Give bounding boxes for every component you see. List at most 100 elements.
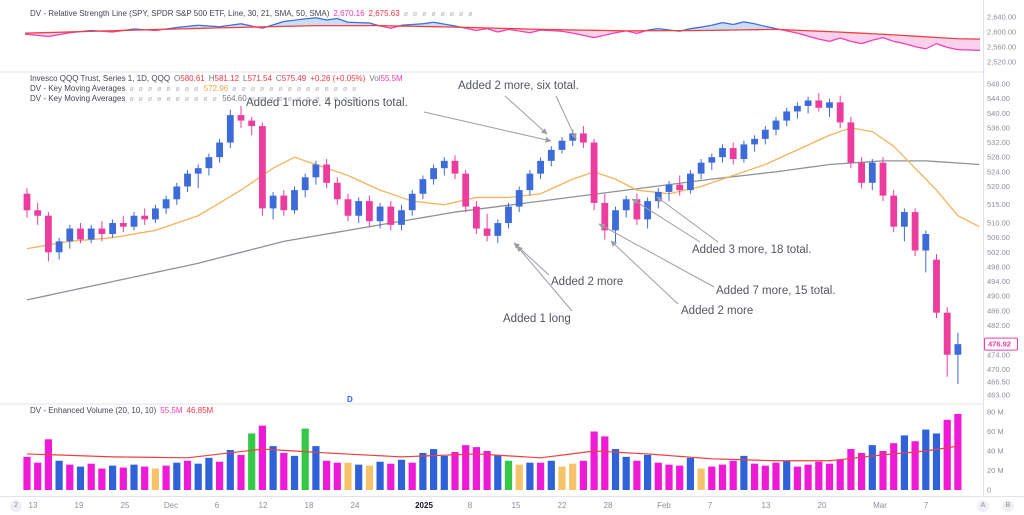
volume-bar[interactable] bbox=[23, 456, 31, 490]
volume-bar[interactable] bbox=[922, 429, 930, 490]
candle[interactable] bbox=[954, 344, 962, 355]
annotation-arrow[interactable] bbox=[513, 242, 550, 276]
candle[interactable] bbox=[783, 111, 791, 121]
candle[interactable] bbox=[237, 115, 245, 121]
candle[interactable] bbox=[130, 215, 138, 227]
volume-bar[interactable] bbox=[430, 449, 438, 490]
volume-bar[interactable] bbox=[205, 457, 213, 490]
candle[interactable] bbox=[890, 195, 898, 227]
volume-bar[interactable] bbox=[173, 462, 181, 490]
ma1-hidden-toggles-left[interactable]: ø ø ø ø ø ø ø ø bbox=[129, 86, 200, 93]
volume-bar[interactable] bbox=[494, 454, 502, 490]
candle[interactable] bbox=[665, 184, 673, 192]
candle[interactable] bbox=[34, 210, 42, 216]
candle[interactable] bbox=[141, 215, 149, 220]
volume-bar[interactable] bbox=[312, 446, 320, 490]
candle[interactable] bbox=[868, 162, 876, 183]
candle[interactable] bbox=[494, 223, 502, 236]
scale-button-b[interactable]: B bbox=[1002, 500, 1014, 512]
volume-bar[interactable] bbox=[537, 462, 545, 490]
volume-bar[interactable] bbox=[686, 457, 694, 490]
volume-bar[interactable] bbox=[483, 451, 491, 490]
volume-bar[interactable] bbox=[579, 460, 587, 490]
volume-bar[interactable] bbox=[858, 452, 866, 490]
volume-bar[interactable] bbox=[194, 463, 202, 490]
volume-bar[interactable] bbox=[793, 466, 801, 490]
candle[interactable] bbox=[687, 173, 694, 191]
ma2-hidden-toggles-left[interactable]: ø ø ø ø ø ø ø ø ø ø bbox=[129, 96, 219, 103]
candle[interactable] bbox=[644, 201, 651, 220]
candle[interactable] bbox=[943, 312, 951, 355]
volume-bar[interactable] bbox=[34, 462, 42, 490]
candle[interactable] bbox=[376, 206, 384, 222]
candle[interactable] bbox=[729, 148, 737, 160]
volume-bar[interactable] bbox=[697, 468, 705, 490]
annotation-text[interactable]: Added 3 more, 18 total. bbox=[692, 244, 812, 256]
candle[interactable] bbox=[440, 160, 448, 169]
candle[interactable] bbox=[109, 223, 116, 235]
volume-bar[interactable] bbox=[590, 431, 598, 491]
volume-bar[interactable] bbox=[365, 465, 373, 490]
volume-bar[interactable] bbox=[783, 460, 791, 490]
volume-bar[interactable] bbox=[355, 464, 363, 490]
volume-bar[interactable] bbox=[569, 463, 577, 490]
candle[interactable] bbox=[387, 206, 395, 225]
candle[interactable] bbox=[772, 120, 780, 130]
volume-bar[interactable] bbox=[526, 462, 534, 490]
volume-bar[interactable] bbox=[547, 460, 555, 490]
volume-bar[interactable] bbox=[665, 464, 673, 490]
volume-bar[interactable] bbox=[130, 464, 138, 490]
candle[interactable] bbox=[408, 193, 416, 211]
candle[interactable] bbox=[612, 210, 619, 231]
candle[interactable] bbox=[77, 228, 84, 240]
volume-bar[interactable] bbox=[654, 462, 662, 490]
candle[interactable] bbox=[162, 199, 170, 209]
candle[interactable] bbox=[933, 259, 940, 313]
candle[interactable] bbox=[194, 168, 202, 174]
volume-bar[interactable] bbox=[879, 451, 887, 490]
candle[interactable] bbox=[269, 195, 277, 209]
volume-bar[interactable] bbox=[280, 452, 288, 490]
candle[interactable] bbox=[323, 164, 330, 183]
candle[interactable] bbox=[815, 100, 823, 108]
candle[interactable] bbox=[98, 228, 106, 235]
volume-bar[interactable] bbox=[708, 466, 716, 490]
annotation-arrow[interactable] bbox=[610, 240, 679, 305]
volume-bar[interactable] bbox=[216, 461, 224, 490]
volume-bar[interactable] bbox=[98, 468, 106, 490]
candle[interactable] bbox=[291, 190, 298, 211]
annotation-arrow[interactable] bbox=[423, 111, 552, 143]
volume-bar[interactable] bbox=[740, 455, 748, 490]
volume-bar[interactable] bbox=[825, 463, 834, 490]
candle[interactable] bbox=[654, 191, 662, 202]
volume-bar[interactable] bbox=[943, 419, 951, 490]
candle[interactable] bbox=[462, 173, 470, 207]
candle[interactable] bbox=[333, 182, 341, 200]
candle[interactable] bbox=[483, 228, 491, 236]
candle[interactable] bbox=[45, 215, 52, 253]
volume-bar[interactable] bbox=[419, 452, 427, 490]
volume-bar[interactable] bbox=[815, 461, 823, 490]
volume-bar[interactable] bbox=[868, 445, 876, 490]
candle[interactable] bbox=[419, 179, 427, 194]
annotation-text[interactable]: Added 7 more, 15 total. bbox=[716, 285, 836, 297]
volume-bar[interactable] bbox=[109, 465, 117, 490]
volume-bar[interactable] bbox=[387, 463, 395, 490]
volume-bar[interactable] bbox=[248, 433, 256, 490]
volume-bar[interactable] bbox=[87, 463, 95, 490]
annotation-arrow[interactable] bbox=[631, 198, 701, 243]
candle[interactable] bbox=[858, 162, 865, 183]
volume-bar[interactable] bbox=[440, 455, 448, 490]
candle[interactable] bbox=[740, 144, 748, 160]
candle[interactable] bbox=[708, 157, 716, 163]
volume-bar[interactable] bbox=[558, 466, 566, 490]
scale-button-a[interactable]: A bbox=[977, 500, 989, 512]
timeline-left-badge[interactable]: 2 bbox=[10, 500, 22, 512]
candle[interactable] bbox=[633, 199, 641, 220]
volume-bar[interactable] bbox=[323, 460, 331, 490]
volume-bar[interactable] bbox=[76, 466, 85, 490]
annotation-text[interactable]: Added 1 long bbox=[503, 313, 571, 325]
volume-bar[interactable] bbox=[954, 413, 962, 490]
volume-bar[interactable] bbox=[847, 449, 855, 490]
volume-bar[interactable] bbox=[119, 467, 127, 490]
